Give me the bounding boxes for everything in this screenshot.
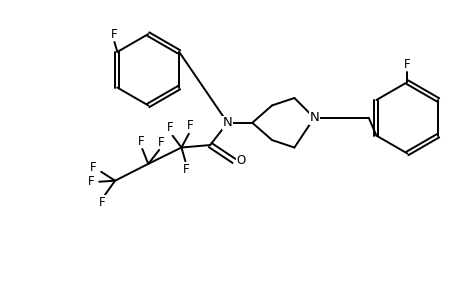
Text: F: F	[183, 163, 189, 176]
Text: N: N	[308, 111, 319, 124]
Text: F: F	[90, 161, 96, 174]
Text: F: F	[403, 58, 410, 71]
Text: O: O	[236, 154, 246, 167]
Text: F: F	[111, 28, 118, 40]
Text: F: F	[99, 196, 105, 209]
Text: N: N	[222, 116, 232, 129]
Text: F: F	[157, 136, 164, 148]
Text: F: F	[138, 135, 144, 148]
Text: F: F	[187, 119, 193, 132]
Text: F: F	[167, 121, 174, 134]
Text: F: F	[88, 175, 95, 188]
